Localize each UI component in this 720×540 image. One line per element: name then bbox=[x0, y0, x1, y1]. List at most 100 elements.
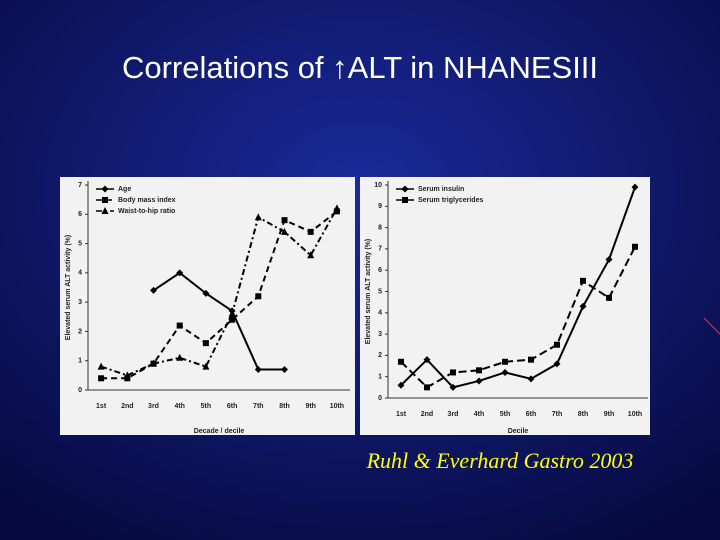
marker bbox=[254, 213, 262, 221]
marker bbox=[606, 294, 612, 301]
x-tick-label: 3rd bbox=[148, 403, 159, 410]
marker bbox=[553, 360, 561, 368]
y-tick-label: 4 bbox=[78, 270, 82, 277]
marker bbox=[202, 289, 210, 297]
marker bbox=[176, 269, 184, 277]
marker bbox=[123, 371, 131, 379]
marker bbox=[202, 362, 210, 370]
x-tick-label: 7th bbox=[552, 411, 563, 418]
marker bbox=[580, 277, 586, 284]
decoration bbox=[703, 317, 720, 335]
x-tick-label: 1st bbox=[96, 403, 107, 410]
x-tick-label: 9th bbox=[305, 403, 316, 410]
y-tick-label: 0 bbox=[78, 387, 82, 394]
y-tick-label: 1 bbox=[378, 374, 382, 381]
marker bbox=[176, 322, 183, 329]
x-tick-label: 5th bbox=[500, 411, 511, 418]
y-tick-label: 6 bbox=[78, 211, 82, 218]
marker bbox=[98, 375, 105, 382]
x-axis-label: Decade / decile bbox=[194, 428, 245, 435]
legend-marker bbox=[101, 207, 109, 214]
marker bbox=[423, 356, 431, 364]
chart-panel bbox=[360, 177, 650, 435]
marker bbox=[202, 340, 209, 347]
marker bbox=[528, 356, 534, 363]
marker bbox=[97, 362, 105, 370]
chart-panel bbox=[60, 177, 355, 435]
marker bbox=[554, 341, 560, 348]
x-tick-label: 1st bbox=[396, 411, 407, 418]
legend-marker bbox=[402, 197, 408, 203]
marker bbox=[527, 375, 535, 383]
marker bbox=[281, 217, 288, 224]
x-tick-label: 8th bbox=[578, 411, 589, 418]
y-axis-label: Elevated serum ALT activity (%) bbox=[65, 235, 72, 340]
legend-label: Age bbox=[118, 186, 131, 193]
line bbox=[101, 210, 338, 380]
marker bbox=[450, 369, 456, 376]
line bbox=[152, 271, 285, 371]
y-tick-label: 10 bbox=[374, 182, 382, 189]
marker bbox=[502, 358, 508, 365]
x-tick-label: 7th bbox=[253, 403, 264, 410]
marker bbox=[229, 316, 236, 323]
x-tick-label: 4th bbox=[474, 411, 485, 418]
marker bbox=[150, 286, 157, 294]
x-tick-label: 3rd bbox=[448, 411, 459, 418]
legend-label: Waist-to-hip ratio bbox=[118, 208, 175, 215]
marker bbox=[424, 384, 430, 391]
marker bbox=[228, 309, 236, 317]
y-tick-label: 6 bbox=[378, 267, 382, 274]
x-tick-label: 2nd bbox=[121, 403, 133, 410]
legend-label: Body mass index bbox=[118, 197, 176, 204]
legend-marker bbox=[401, 185, 409, 193]
x-tick-label: 6th bbox=[227, 403, 238, 410]
y-tick-label: 1 bbox=[78, 358, 82, 365]
y-tick-label: 5 bbox=[78, 240, 82, 247]
marker bbox=[333, 204, 341, 212]
marker bbox=[307, 228, 314, 235]
slide-title: Correlations of ↑ALT in NHANESIII bbox=[122, 50, 598, 85]
y-axis-label: Elevated serum ALT activity (%) bbox=[365, 239, 372, 344]
x-tick-label: 10th bbox=[628, 411, 642, 418]
x-tick-label: 4th bbox=[174, 403, 185, 410]
marker bbox=[176, 353, 184, 361]
marker bbox=[398, 358, 404, 365]
y-tick-label: 7 bbox=[78, 182, 82, 189]
marker bbox=[476, 367, 482, 374]
y-tick-label: 3 bbox=[378, 331, 382, 338]
line bbox=[400, 186, 636, 389]
y-tick-label: 5 bbox=[378, 288, 382, 295]
line bbox=[400, 246, 636, 389]
marker bbox=[255, 293, 262, 300]
y-tick-label: 7 bbox=[378, 246, 382, 253]
x-tick-label: 8th bbox=[279, 403, 290, 410]
y-tick-label: 2 bbox=[378, 352, 382, 359]
citation: Ruhl & Everhard Gastro 2003 bbox=[366, 448, 634, 473]
x-tick-label: 10th bbox=[330, 403, 344, 410]
marker bbox=[605, 256, 613, 264]
y-tick-label: 8 bbox=[378, 224, 382, 231]
y-tick-label: 3 bbox=[78, 299, 82, 306]
charts: 0 1 2 3 4 5 6 7 1st 2nd 3rd 4th 5th 6th 7th 8th 9th 10th D… bbox=[60, 177, 650, 435]
y-tick-label: 4 bbox=[378, 310, 382, 317]
legend-marker bbox=[101, 185, 109, 193]
x-tick-label: 2nd bbox=[421, 411, 433, 418]
y-tick-label: 9 bbox=[378, 203, 382, 210]
marker bbox=[254, 366, 262, 373]
marker bbox=[281, 227, 288, 235]
marker bbox=[631, 183, 639, 191]
marker bbox=[579, 302, 587, 310]
x-tick-label: 6th bbox=[526, 411, 537, 418]
legend-label: Serum insulin bbox=[418, 186, 464, 193]
marker bbox=[475, 377, 483, 385]
marker bbox=[150, 359, 157, 367]
marker bbox=[281, 366, 288, 373]
x-tick-label: 5th bbox=[201, 403, 212, 410]
marker bbox=[501, 368, 509, 376]
legend-marker bbox=[102, 197, 108, 203]
marker bbox=[307, 251, 315, 259]
legend-label: Serum triglycerides bbox=[418, 197, 483, 204]
